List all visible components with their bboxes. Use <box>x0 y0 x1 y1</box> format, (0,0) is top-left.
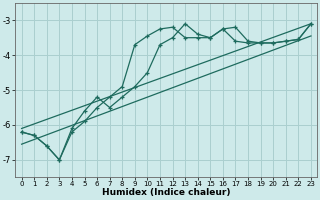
X-axis label: Humidex (Indice chaleur): Humidex (Indice chaleur) <box>102 188 230 197</box>
